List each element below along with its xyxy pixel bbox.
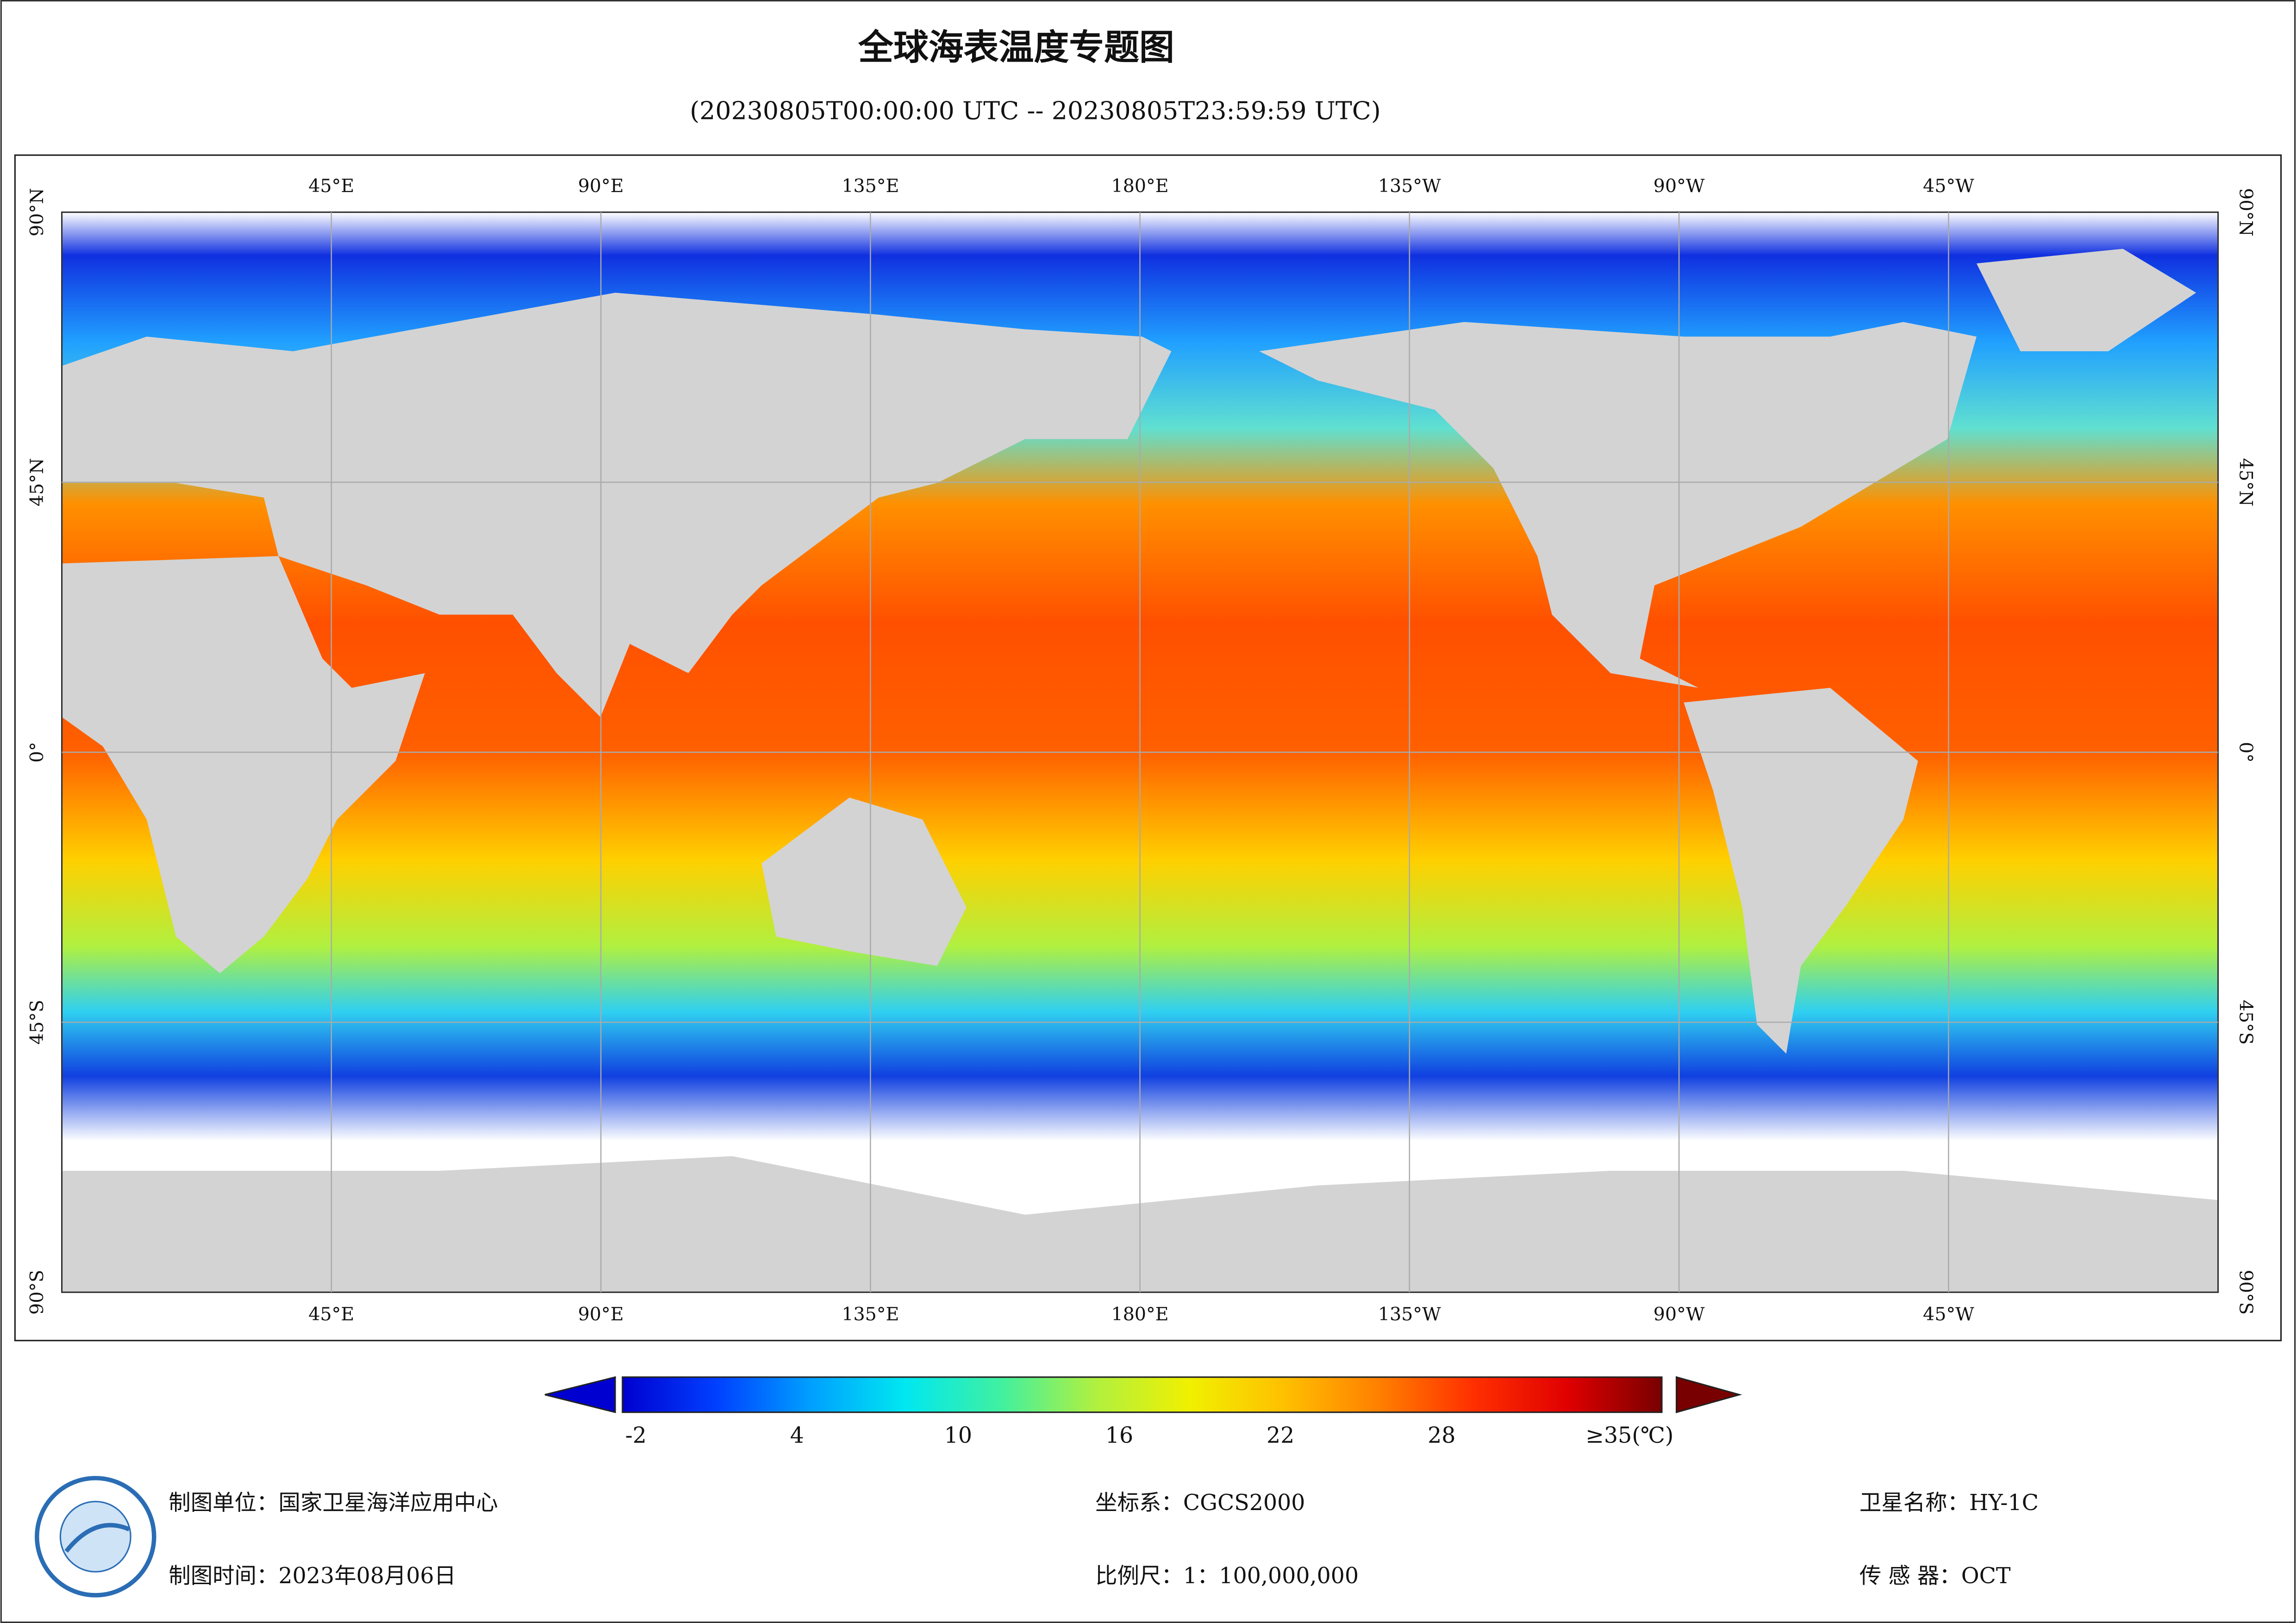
lon-label: 135°W bbox=[1378, 1304, 1441, 1325]
lon-label: 180°E bbox=[1111, 1304, 1169, 1325]
lat-label: 90°S bbox=[2235, 1270, 2257, 1315]
logo bbox=[35, 1476, 156, 1598]
colorbar-tick-label: 22 bbox=[1267, 1423, 1294, 1448]
unit: 制图单位：国家卫星海洋应用中心 bbox=[168, 1490, 498, 1516]
colorbar-max-arrow bbox=[1676, 1376, 1742, 1413]
colorbar bbox=[622, 1376, 1663, 1413]
time: 制图时间：2023年08月06日 bbox=[168, 1563, 456, 1589]
lon-label: 45°E bbox=[308, 1304, 354, 1325]
lon-label: 90°W bbox=[1653, 175, 1705, 197]
colorbar-tick-label: ≥35(℃) bbox=[1585, 1423, 1673, 1448]
crs: 坐标系：CGCS2000 bbox=[1095, 1490, 1305, 1516]
lon-label: 135°W bbox=[1378, 175, 1441, 197]
lat-label: 0° bbox=[2235, 742, 2257, 763]
map-frame bbox=[14, 154, 2282, 1342]
colorbar-tick-label: 16 bbox=[1105, 1423, 1133, 1448]
lon-label: 45°W bbox=[1923, 1304, 1974, 1325]
lat-label: 45°S bbox=[26, 1000, 48, 1045]
sensor: 传 感 器：OCT bbox=[1859, 1563, 2011, 1589]
lon-label: 90°W bbox=[1653, 1304, 1705, 1325]
lon-label: 45°W bbox=[1923, 175, 1974, 197]
colorbar-tick-label: 4 bbox=[790, 1423, 804, 1448]
colorbar-tick-label: -2 bbox=[625, 1423, 647, 1448]
lon-label: 135°E bbox=[842, 1304, 899, 1325]
lat-label: 90°N bbox=[26, 188, 48, 236]
colorbar-min-arrow bbox=[544, 1376, 616, 1413]
subtitle: (20230805T00:00:00 UTC -- 20230805T23:59… bbox=[690, 96, 1381, 125]
colorbar-tick-label: 10 bbox=[944, 1423, 972, 1448]
colorbar-tick-label: 28 bbox=[1428, 1423, 1455, 1448]
scale: 比例尺：1：100,000,000 bbox=[1095, 1563, 1359, 1589]
lat-label: 45°N bbox=[2235, 458, 2257, 507]
lat-label: 45°S bbox=[2235, 1000, 2257, 1045]
lat-label: 0° bbox=[26, 742, 48, 763]
lat-label: 45°N bbox=[26, 458, 48, 507]
lon-label: 90°E bbox=[578, 175, 624, 197]
lon-label: 45°E bbox=[308, 175, 354, 197]
title: 全球海表温度专题图 bbox=[858, 27, 1174, 68]
lon-label: 135°E bbox=[842, 175, 899, 197]
satellite: 卫星名称：HY-1C bbox=[1859, 1490, 2039, 1516]
lon-label: 90°E bbox=[578, 1304, 624, 1325]
lat-label: 90°S bbox=[26, 1270, 48, 1315]
lat-label: 90°N bbox=[2235, 188, 2257, 236]
lon-label: 180°E bbox=[1111, 175, 1169, 197]
